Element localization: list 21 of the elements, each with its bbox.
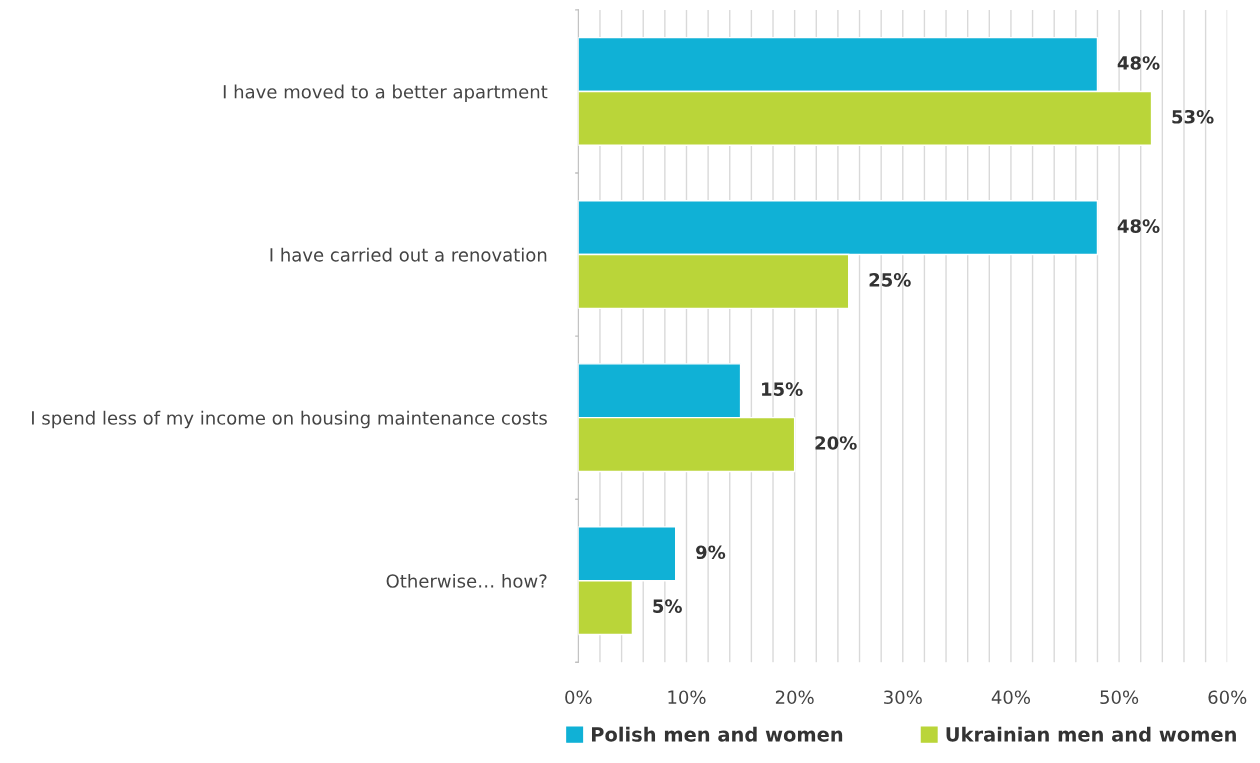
y-tick-label: I have moved to a better apartment [223, 84, 548, 103]
x-tick-label: 10% [668, 690, 706, 705]
y-tick-label: I spend less of my income on housing maintenance costs [32, 410, 547, 429]
data-label: 48% [1117, 219, 1160, 233]
y-tick-label: I have carried out a renovation [270, 247, 547, 262]
data-label: 48% [1117, 56, 1160, 70]
x-tick-label: 40% [991, 690, 1031, 705]
x-tick-label: 50% [1100, 690, 1139, 705]
data-label: 9% [696, 545, 726, 560]
x-tick-label: 60% [1208, 690, 1247, 705]
data-label: 5% [653, 599, 682, 613]
legend-label: Ukrainian men and women [946, 726, 1236, 742]
data-label: 25% [869, 273, 911, 287]
y-tick-label: Otherwise… how? [386, 573, 547, 588]
data-label: 20% [815, 436, 857, 450]
legend-label: Polish men and women [592, 726, 843, 742]
x-tick-label: 0% [565, 690, 592, 705]
x-tick-label: 20% [775, 690, 814, 705]
x-tick-label: 30% [884, 690, 922, 705]
data-label: 15% [762, 382, 803, 396]
data-label: 53% [1172, 109, 1214, 124]
